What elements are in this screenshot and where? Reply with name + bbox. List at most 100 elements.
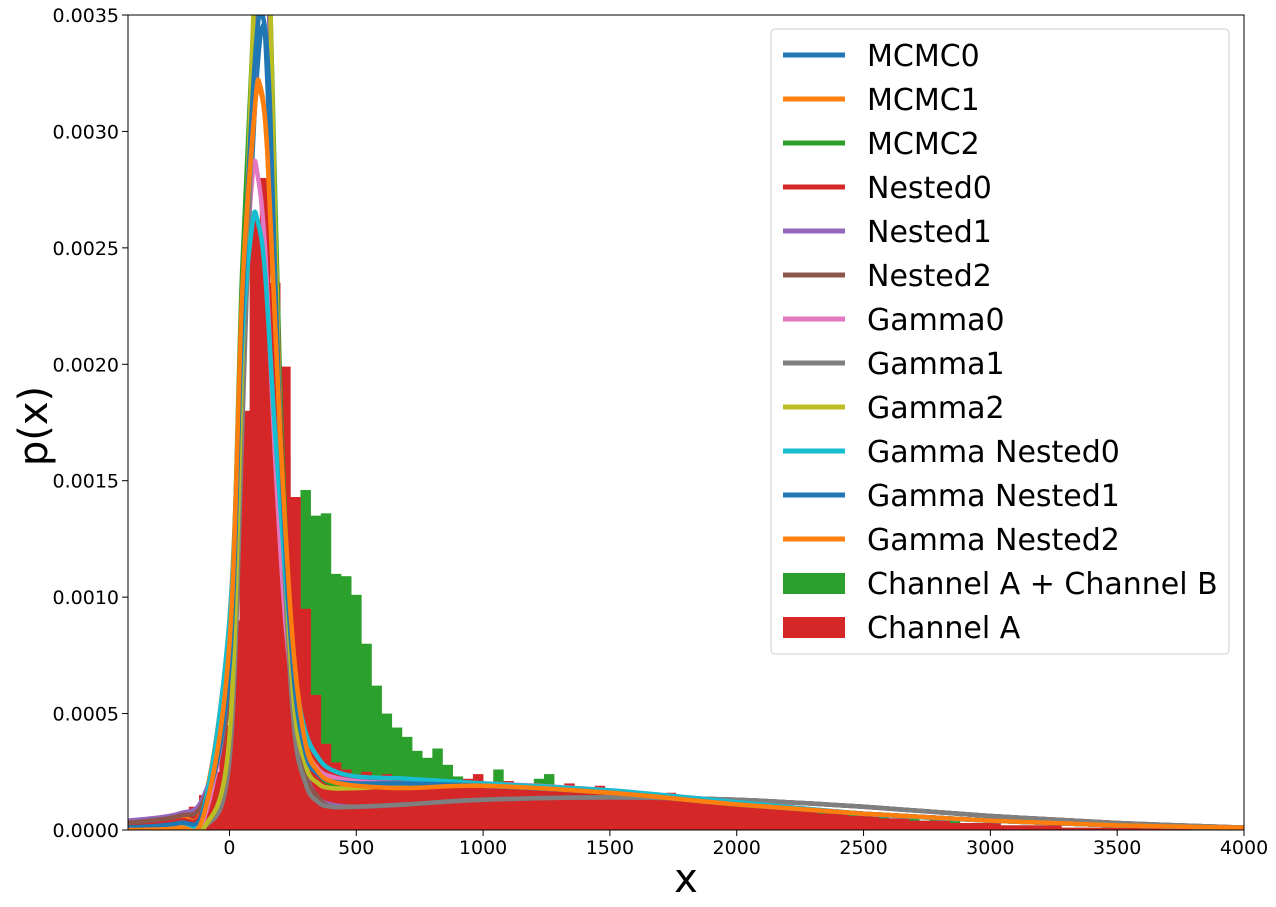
hist-bar-channel-a-87 <box>1010 825 1022 830</box>
hist-bar-channel-a-64 <box>777 809 788 830</box>
hist-bar-channel-a-59 <box>726 804 738 830</box>
hist-bar-channel-a-45 <box>584 790 595 830</box>
hist-bar-channel-a-22 <box>351 774 362 830</box>
legend-label-gamma-nested0: Gamma Nested0 <box>867 435 1120 470</box>
legend-label-mcmc2: MCMC2 <box>867 127 980 162</box>
x-tick-label: 3500 <box>1093 837 1141 859</box>
hist-bar-channel-a-48 <box>614 790 626 830</box>
plot-frame <box>127 14 1245 831</box>
legend-label-mcmc1: MCMC1 <box>867 83 980 118</box>
hist-bar-channel-a-57 <box>706 802 717 830</box>
hist-bar-channel-a-95 <box>1091 827 1103 830</box>
x-tick-label: 1500 <box>586 837 634 859</box>
hist-bar-channel-a-75 <box>888 818 900 830</box>
y-tick-label: 0.0030 <box>53 121 119 143</box>
hist-bar-channel-a-97 <box>1112 827 1123 830</box>
hist-bar-channel-a-25 <box>381 774 393 830</box>
hist-bar-channel-a-6 <box>188 806 200 830</box>
x-tick-label: 4000 <box>1220 837 1268 859</box>
x-axis-ticks: 0 500 1000 1500 2000 2500 3000 3500 4000 <box>223 830 1268 859</box>
hist-bar-channel-a-13 <box>259 178 271 830</box>
hist-bar-channel-a-73 <box>868 816 880 830</box>
hist-bar-channel-a-35 <box>483 783 494 830</box>
hist-bar-channel-a-93 <box>1071 827 1082 830</box>
y-tick-label: 0.0025 <box>53 238 119 260</box>
histogram-layer <box>128 178 1244 830</box>
hist-bar-channel-a-68 <box>817 813 829 830</box>
hist-bar-channel-a-71 <box>848 816 859 830</box>
hist-bar-channel-a-62 <box>757 806 768 830</box>
y-tick-label: 0.0015 <box>53 471 119 493</box>
hist-bar-channel-a-92 <box>1061 827 1072 830</box>
y-axis-label: p(x) <box>11 386 57 466</box>
y-tick-label: 0.0020 <box>53 354 119 376</box>
hist-bar-channel-a-58 <box>716 802 727 830</box>
hist-bar-channel-a-29 <box>422 783 433 830</box>
hist-bar-channel-a-38 <box>513 785 524 830</box>
hist-bar-channel-a-37 <box>503 781 514 830</box>
hist-bar-channel-a-102 <box>1162 827 1174 830</box>
y-tick-label: 0.0000 <box>53 820 119 842</box>
hist-bar-channel-a-84 <box>980 823 991 830</box>
hist-bar-channel-a-channel-b-12 <box>320 513 332 830</box>
legend-swatch-channel-a-channel-b <box>783 573 845 594</box>
hist-bar-channel-a-76 <box>899 818 910 830</box>
hist-bar-channel-a-30 <box>432 781 443 830</box>
hist-bar-channel-a-82 <box>959 823 971 830</box>
hist-bar-channel-a-channel-b-13 <box>330 573 342 830</box>
hist-bar-channel-a-80 <box>939 820 951 830</box>
hist-bar-channel-a-21 <box>341 769 352 830</box>
hist-bar-channel-a-100 <box>1142 827 1153 830</box>
legend-label-gamma0: Gamma0 <box>867 303 1005 338</box>
hist-bar-channel-a-52 <box>655 797 667 830</box>
legend-label-gamma2: Gamma2 <box>867 391 1005 426</box>
legend-label-gamma1: Gamma1 <box>867 347 1005 382</box>
hist-bar-channel-a-42 <box>554 790 565 830</box>
hist-bar-channel-a-79 <box>929 820 940 830</box>
series-line-gamma-nested2-11 <box>128 77 1244 830</box>
hist-bar-channel-a-61 <box>746 806 758 830</box>
hist-bar-channel-a-46 <box>594 785 606 830</box>
hist-bar-channel-a-11 <box>239 410 251 830</box>
legend-label-nested2: Nested2 <box>867 259 992 294</box>
legend-label-gamma-nested2: Gamma Nested2 <box>867 523 1120 558</box>
hist-bar-channel-a-channel-b-16 <box>361 643 372 830</box>
hist-bar-channel-a-81 <box>949 823 961 830</box>
hist-bar-channel-a-50 <box>635 795 646 830</box>
hist-bar-channel-a-32 <box>452 781 464 830</box>
line-layer <box>128 15 1244 830</box>
hist-bar-channel-a-47 <box>604 792 616 830</box>
hist-bar-channel-a-89 <box>1030 825 1042 830</box>
hist-bar-channel-a-72 <box>858 816 869 830</box>
hist-bar-channel-a-33 <box>462 778 474 830</box>
x-tick-label: 500 <box>338 837 374 859</box>
hist-bar-channel-a-31 <box>442 783 453 830</box>
hist-bar-channel-a-96 <box>1101 827 1113 830</box>
x-tick-label: 2000 <box>713 837 761 859</box>
hist-bar-channel-a-94 <box>1081 827 1093 830</box>
y-tick-label: 0.0035 <box>53 5 119 27</box>
hist-bar-channel-a-39 <box>523 788 535 830</box>
hist-bar-channel-a-60 <box>736 804 748 830</box>
x-tick-label: 1000 <box>459 837 507 859</box>
hist-bar-channel-a-41 <box>543 790 555 830</box>
legend-label-nested1: Nested1 <box>867 215 992 250</box>
legend: MCMC0 MCMC1 MCMC2 Nested0 Nested1 Nested2 Gamm… <box>770 28 1230 655</box>
hist-bar-channel-a-88 <box>1020 825 1032 830</box>
hist-bar-channel-a-55 <box>686 797 697 830</box>
hist-bar-channel-a-20 <box>330 762 342 830</box>
hist-bar-channel-a-98 <box>1122 827 1133 830</box>
hist-bar-channel-a-channel-b-18 <box>381 713 393 830</box>
hist-bar-channel-a-86 <box>1000 825 1011 830</box>
hist-bar-channel-a-56 <box>696 799 707 830</box>
hist-bar-channel-a-53 <box>665 792 677 830</box>
hist-bar-channel-a-14 <box>270 282 281 830</box>
hist-bar-channel-a-12 <box>249 219 261 830</box>
hist-bar-channel-a-67 <box>807 811 819 830</box>
hist-bar-channel-a-70 <box>838 813 849 830</box>
hist-bar-channel-a-channel-b-11 <box>310 515 322 830</box>
hist-bar-channel-a-77 <box>909 820 920 830</box>
hist-bar-channel-a-101 <box>1152 827 1164 830</box>
legend-label-mcmc0: MCMC0 <box>867 39 980 74</box>
y-axis-ticks: 0.0000 0.0005 0.0010 0.0015 0.0020 0.0025 0.00… <box>53 5 128 842</box>
